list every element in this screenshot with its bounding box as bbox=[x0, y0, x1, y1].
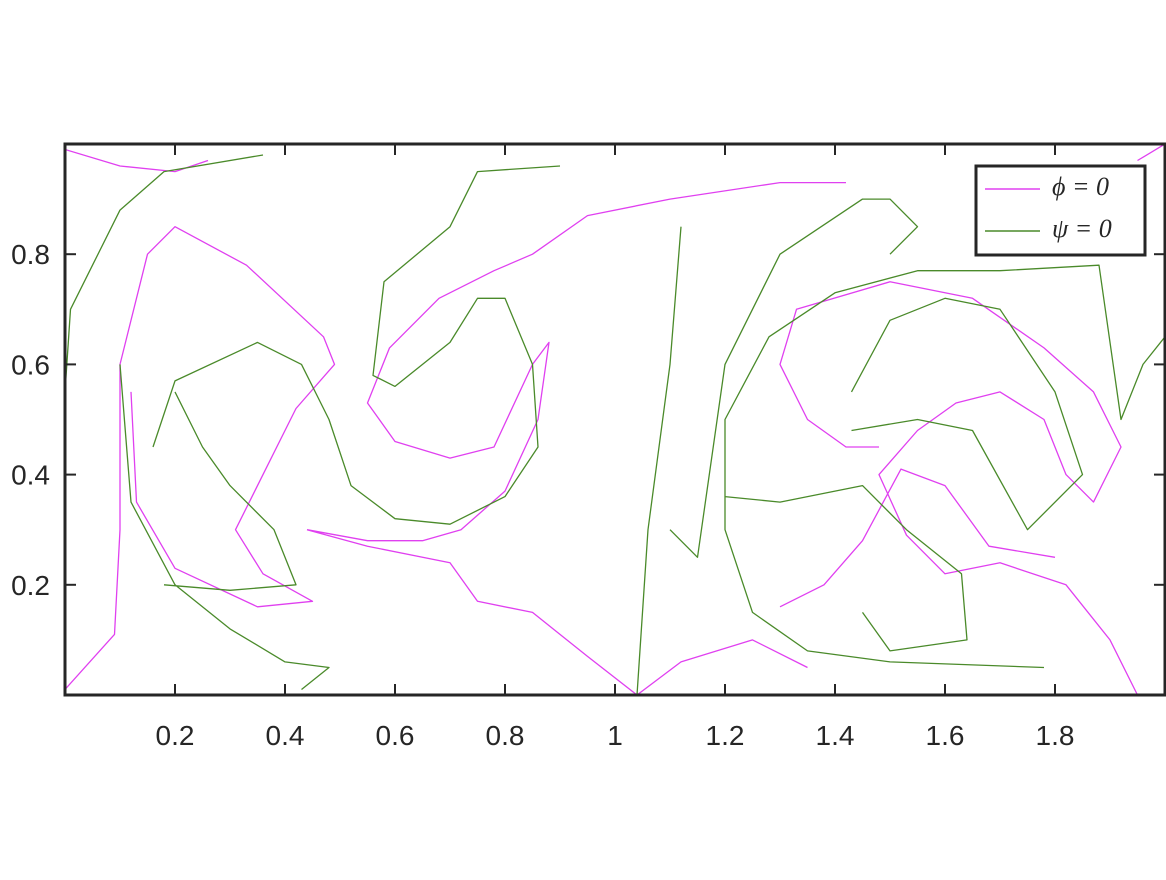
x-tick-label: 0.2 bbox=[156, 720, 195, 751]
plot-area bbox=[65, 144, 1165, 695]
x-tick-label: 1 bbox=[607, 720, 623, 751]
y-tick-label: 0.4 bbox=[11, 460, 50, 491]
y-tick-label: 0.2 bbox=[11, 570, 50, 601]
legend-label: ϕ = 0 bbox=[1052, 172, 1109, 201]
legend-label: ψ = 0 bbox=[1052, 214, 1112, 243]
x-tick-label: 1.8 bbox=[1036, 720, 1075, 751]
y-tick-label: 0.6 bbox=[11, 349, 50, 380]
legend: ϕ = 0 ψ = 0 bbox=[974, 164, 1147, 257]
x-tick-label: 0.8 bbox=[486, 720, 525, 751]
y-tick-label: 0.8 bbox=[11, 239, 50, 270]
x-tick-label: 0.4 bbox=[266, 720, 305, 751]
contour-line bbox=[65, 144, 1165, 695]
x-tick-label: 1.4 bbox=[816, 720, 855, 751]
x-tick-label: 1.6 bbox=[926, 720, 965, 751]
x-tick-label: 0.6 bbox=[376, 720, 415, 751]
x-tick-label: 1.2 bbox=[706, 720, 745, 751]
contour-line bbox=[65, 154, 1165, 695]
legend-box bbox=[974, 164, 1147, 257]
